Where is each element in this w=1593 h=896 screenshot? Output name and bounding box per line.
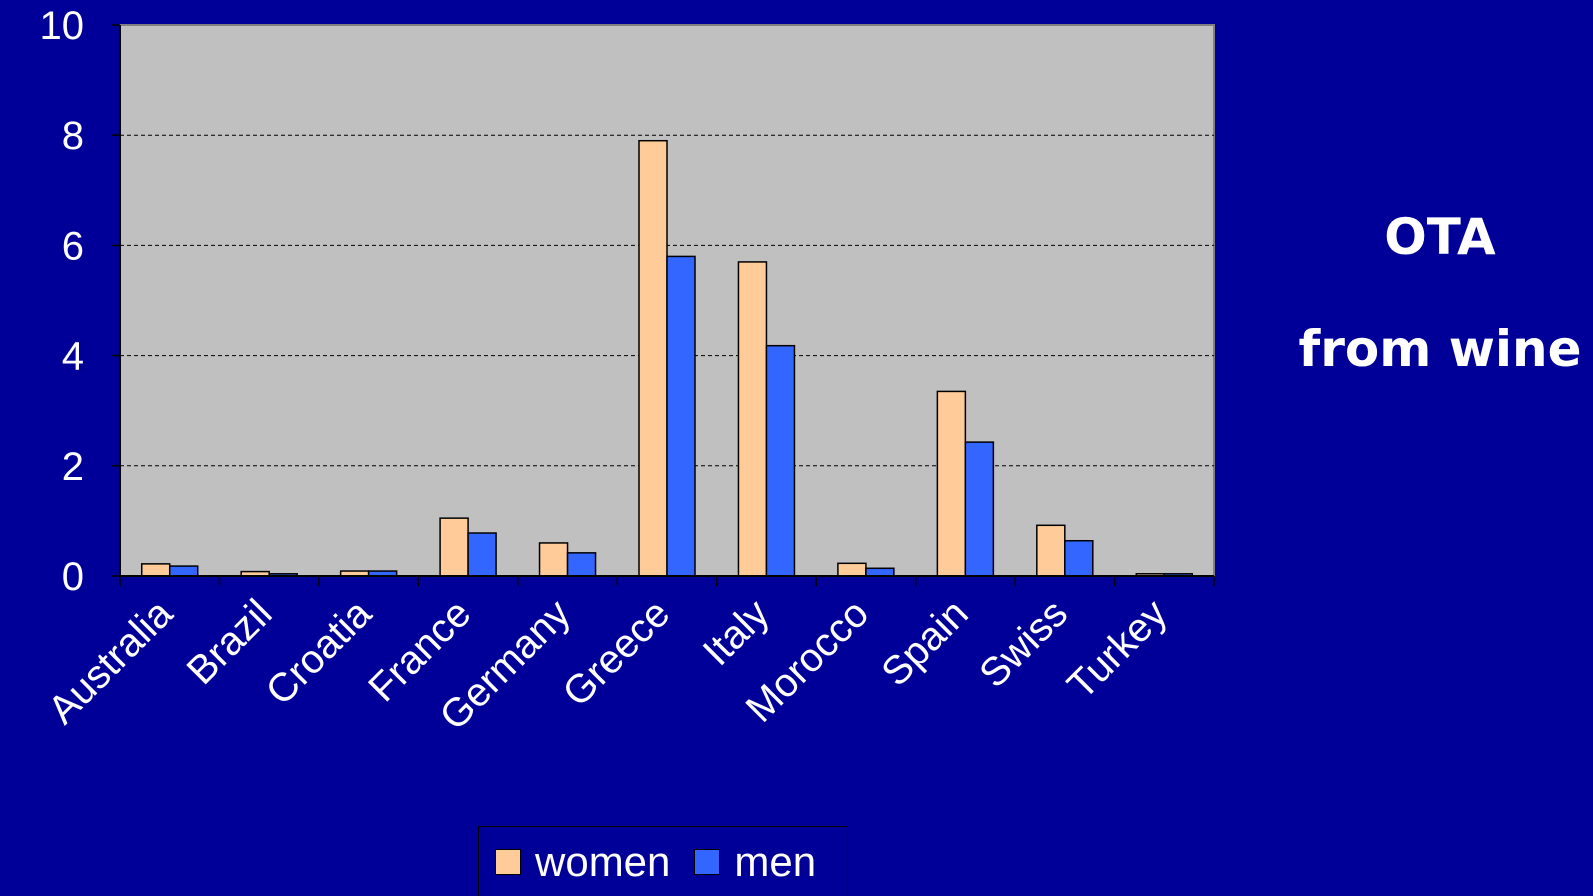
y-tick-label-4: 4 (62, 335, 84, 379)
x-tick-label-italy: Italy (695, 591, 778, 674)
title-line-2: from wine (1298, 320, 1582, 378)
bar-women-morocco (837, 562, 867, 577)
y-tick-label-6: 6 (62, 224, 84, 268)
y-tick-label-2: 2 (62, 445, 84, 489)
bar-women-greece (638, 139, 668, 577)
bar-men-greece (666, 255, 696, 577)
legend-label-women: women (535, 837, 671, 885)
x-tick-label-spain: Spain (873, 591, 976, 694)
x-tick-label-australia: Australia (40, 591, 182, 733)
bar-women-spain (936, 390, 967, 577)
bar-women-france (439, 517, 469, 577)
bar-men-italy (765, 344, 796, 577)
bar-women-germany (538, 542, 569, 577)
legend-item-men: men (694, 838, 816, 886)
legend-item-women: women (495, 838, 670, 886)
legend: women men (478, 826, 848, 896)
bars (140, 139, 1194, 577)
title-line-1: OTA (1384, 208, 1496, 266)
x-tick-label-swiss: Swiss (971, 591, 1076, 696)
x-tick-label-turkey: Turkey (1059, 591, 1176, 708)
bar-men-australia (168, 565, 199, 577)
y-tick-label-0: 0 (62, 555, 84, 599)
y-tick-label-8: 8 (62, 114, 84, 158)
legend-swatch-women (495, 848, 521, 875)
x-tick-label-greece: Greece (554, 591, 678, 715)
bar-women-australia (140, 563, 171, 577)
bar-men-morocco (865, 567, 895, 577)
bar-men-spain (964, 441, 995, 577)
axes (112, 24, 1215, 586)
bar-women-italy (737, 261, 768, 577)
x-tick-label-croatia: Croatia (258, 591, 381, 714)
bar-men-swiss (1064, 539, 1094, 577)
bar-women-swiss (1036, 524, 1066, 577)
bar-men-germany (566, 552, 597, 577)
bar-men-france (467, 532, 497, 577)
legend-label-men: men (734, 837, 817, 885)
legend-swatch-men (694, 848, 721, 875)
y-tick-label-10: 10 (40, 4, 85, 48)
